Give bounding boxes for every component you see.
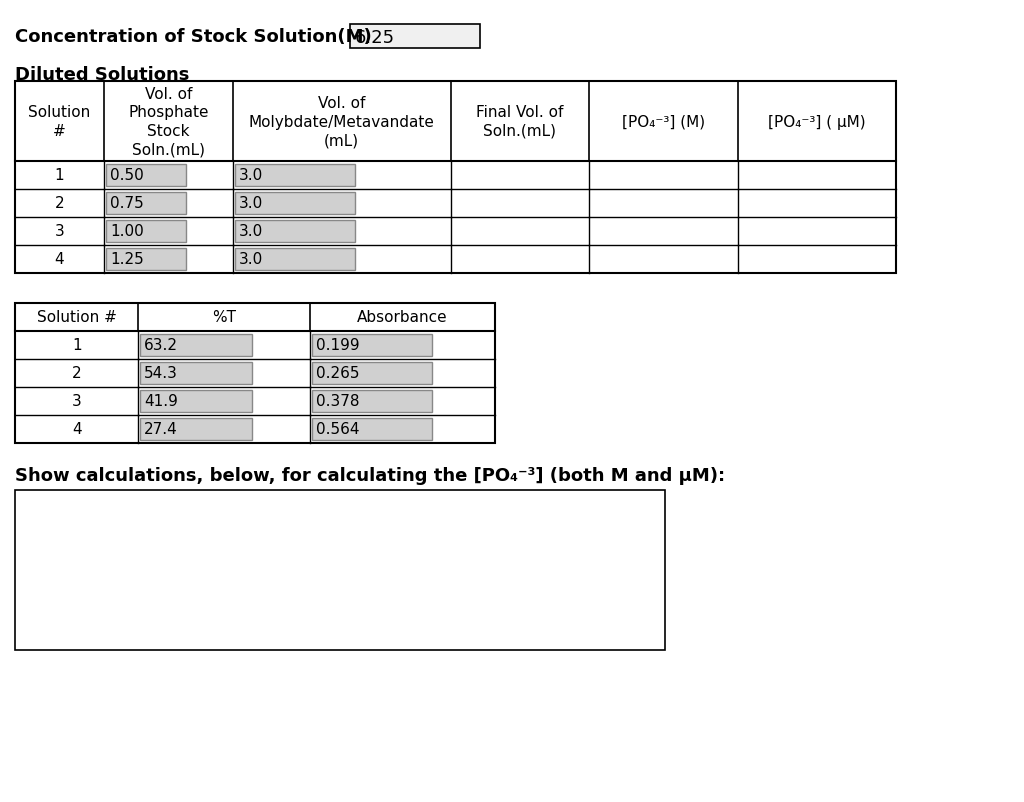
- Text: 3: 3: [72, 394, 82, 409]
- Bar: [106, 192, 186, 215]
- Text: Solution #: Solution #: [37, 310, 117, 325]
- Text: 0.75: 0.75: [111, 196, 143, 211]
- Bar: [140, 391, 252, 412]
- Text: Show calculations, below, for calculating the [PO₄⁻³] (both M and μM):: Show calculations, below, for calculatin…: [15, 467, 725, 484]
- Bar: [106, 249, 186, 270]
- Text: 3.0: 3.0: [239, 252, 263, 267]
- Text: 2: 2: [72, 366, 82, 381]
- Bar: [140, 334, 252, 357]
- Text: 2: 2: [54, 196, 65, 211]
- Text: 1: 1: [72, 338, 82, 353]
- Text: Concentration of Stock Solution(M): Concentration of Stock Solution(M): [15, 28, 372, 46]
- Text: Final Vol. of
Soln.(mL): Final Vol. of Soln.(mL): [476, 105, 563, 139]
- Text: 0.265: 0.265: [315, 366, 359, 381]
- Bar: [234, 164, 354, 187]
- Bar: [15, 490, 665, 650]
- Text: 27.4: 27.4: [144, 422, 178, 437]
- Text: Vol. of
Phosphate
Stock
Soln.(mL): Vol. of Phosphate Stock Soln.(mL): [128, 87, 209, 157]
- Bar: [311, 419, 432, 440]
- Text: 0.378: 0.378: [315, 394, 359, 409]
- Text: Solution
#: Solution #: [29, 105, 91, 139]
- Bar: [234, 221, 354, 243]
- Text: 1: 1: [54, 168, 65, 184]
- Bar: [234, 249, 354, 270]
- Bar: [311, 334, 432, 357]
- Bar: [311, 363, 432, 384]
- Text: 6.25: 6.25: [355, 29, 395, 47]
- Text: 3.0: 3.0: [239, 196, 263, 211]
- Bar: [311, 391, 432, 412]
- Bar: [106, 221, 186, 243]
- Text: Diluted Solutions: Diluted Solutions: [15, 66, 189, 84]
- Bar: [140, 419, 252, 440]
- Text: 0.564: 0.564: [315, 422, 359, 437]
- Text: 0.50: 0.50: [111, 168, 143, 184]
- Text: 54.3: 54.3: [144, 366, 178, 381]
- Text: 0.199: 0.199: [315, 338, 359, 353]
- Text: 41.9: 41.9: [144, 394, 178, 409]
- Text: Vol. of
Molybdate/Metavandate
(mL): Vol. of Molybdate/Metavandate (mL): [249, 95, 434, 148]
- Text: 1.25: 1.25: [111, 252, 143, 267]
- Text: [PO₄⁻³] (M): [PO₄⁻³] (M): [622, 115, 705, 129]
- Text: 63.2: 63.2: [144, 338, 178, 353]
- Text: 3.0: 3.0: [239, 225, 263, 239]
- Bar: [350, 25, 480, 49]
- Text: Absorbance: Absorbance: [356, 310, 447, 325]
- Text: [PO₄⁻³] ( μM): [PO₄⁻³] ( μM): [768, 115, 865, 129]
- Bar: [15, 82, 896, 273]
- Text: %T: %T: [212, 310, 236, 325]
- Text: 1.00: 1.00: [111, 225, 143, 239]
- Bar: [234, 192, 354, 215]
- Bar: [106, 164, 186, 187]
- Text: 4: 4: [54, 252, 65, 267]
- Text: 3.0: 3.0: [239, 168, 263, 184]
- Bar: [140, 363, 252, 384]
- Bar: [15, 304, 495, 444]
- Text: 4: 4: [72, 422, 82, 437]
- Text: 3: 3: [54, 225, 65, 239]
